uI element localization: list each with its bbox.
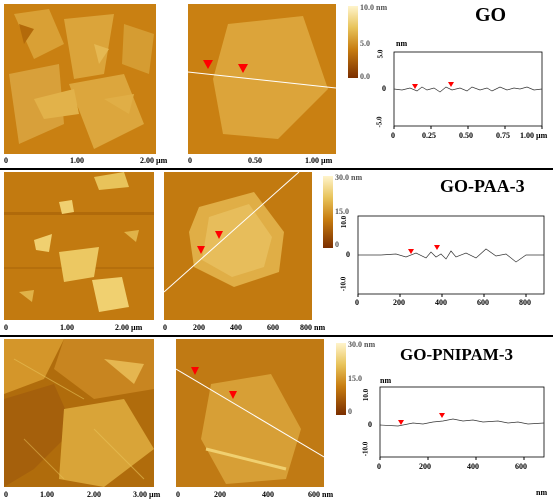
profile-xtick: 400 <box>467 462 479 471</box>
profile-ytick: 10.0 <box>340 215 349 229</box>
height-profile-go: nm 5.0 0 -5.0 0 0.25 0.50 0.75 1.00 µm <box>372 38 548 156</box>
scale-min: 0 <box>348 407 352 416</box>
axis-tick: 1.00 <box>60 323 74 332</box>
panel-title: GO-PNIPAM-3 <box>400 345 513 364</box>
scale-min: 0.0 <box>360 72 370 81</box>
profile-xtick: 1.00 µm <box>520 131 548 140</box>
axis-tick: 600 nm <box>308 490 334 499</box>
profile-xtick: 0.25 <box>422 131 436 140</box>
axis-tick: 0 <box>4 490 8 499</box>
axis-tick: 0 <box>188 156 192 165</box>
scale-mid: 5.0 <box>360 39 370 48</box>
profile-unit: nm <box>396 39 408 48</box>
axis-tick: 1.00 µm <box>305 156 333 165</box>
axis-tick: 800 nm <box>300 323 326 332</box>
axis-tick: 2.00 <box>87 490 101 499</box>
afm-image-paa-overview <box>4 172 154 320</box>
axis-tick: 400 <box>230 323 242 332</box>
profile-xtick: 0 <box>391 131 395 140</box>
profile-ytick: -5.0 <box>375 116 384 128</box>
profile-xtick: 0.50 <box>459 131 473 140</box>
scale-max: 30.0 nm <box>335 173 363 182</box>
profile-ytick: 0 <box>346 250 350 259</box>
scale-min: 0 <box>335 240 339 249</box>
afm-image-pnipam-zoom <box>176 339 324 487</box>
afm-image-go-overview <box>4 4 156 154</box>
marker-triangle <box>238 64 248 73</box>
scale-mid: 15.0 <box>348 374 362 383</box>
profile-xtick: 0.75 <box>496 131 510 140</box>
profile-xtick: 600 <box>515 462 527 471</box>
axis-tick: 1.00 <box>70 156 84 165</box>
axis-tick: 0.50 <box>248 156 262 165</box>
axis-tick: 0 <box>4 156 8 165</box>
panel-title: GO <box>475 4 507 26</box>
height-profile-paa: 10.0 0 -10.0 0 200 400 600 800 <box>336 210 548 328</box>
axis-tick: 2.00 µm <box>115 323 143 332</box>
marker-triangle <box>203 60 213 69</box>
profile-unit: nm <box>380 376 392 385</box>
profile-ytick: 10.0 <box>362 388 371 402</box>
height-profile-pnipam: nm 10.0 0 -10.0 0 200 400 600 nm <box>358 377 550 501</box>
axis-tick: 3.00 µm <box>133 490 161 499</box>
afm-image-paa-zoom <box>164 172 312 320</box>
profile-ytick: -10.0 <box>339 276 348 292</box>
axis-tick: 0 <box>4 323 8 332</box>
profile-ytick: 0 <box>368 420 372 429</box>
profile-xtick: 0 <box>377 462 381 471</box>
scale-max: 10.0 nm <box>360 3 388 12</box>
profile-ytick: 0 <box>382 84 386 93</box>
axis-tick: 400 <box>262 490 274 499</box>
scale-mid: 15.0 <box>335 207 349 216</box>
profile-xtick: 200 <box>419 462 431 471</box>
axis-tick: 200 <box>193 323 205 332</box>
panel-go: 0 1.00 2.00 µm 0 0.50 1.00 µm 10.0 nm 5.… <box>0 0 553 168</box>
panel-go-paa: 0 1.00 2.00 µm 0 200 400 600 800 nm 30.0… <box>0 170 553 335</box>
color-scale-bar <box>323 176 333 248</box>
axis-tick: 0 <box>163 323 167 332</box>
axis-tick: 600 <box>267 323 279 332</box>
axis-tick: 2.00 µm <box>140 156 168 165</box>
color-scale-bar <box>336 343 346 415</box>
profile-xtick: 400 <box>435 298 447 307</box>
scale-max: 30.0 nm <box>348 340 376 349</box>
profile-xtick: 600 <box>477 298 489 307</box>
color-scale-bar <box>348 6 358 78</box>
profile-ytick: -10.0 <box>361 441 370 457</box>
afm-image-go-zoom <box>188 4 336 154</box>
panel-title: GO-PAA-3 <box>440 176 525 196</box>
panel-go-pnipam: 0 1.00 2.00 3.00 µm 0 200 400 600 nm 30.… <box>0 337 553 503</box>
axis-tick: 200 <box>214 490 226 499</box>
profile-xtick: 800 <box>519 298 531 307</box>
afm-image-pnipam-overview <box>4 339 154 487</box>
profile-xtick: 0 <box>355 298 359 307</box>
profile-ytick: 5.0 <box>376 49 385 59</box>
profile-xtick: 200 <box>393 298 405 307</box>
axis-tick: 1.00 <box>40 490 54 499</box>
profile-xunit: nm <box>536 488 548 497</box>
axis-tick: 0 <box>176 490 180 499</box>
